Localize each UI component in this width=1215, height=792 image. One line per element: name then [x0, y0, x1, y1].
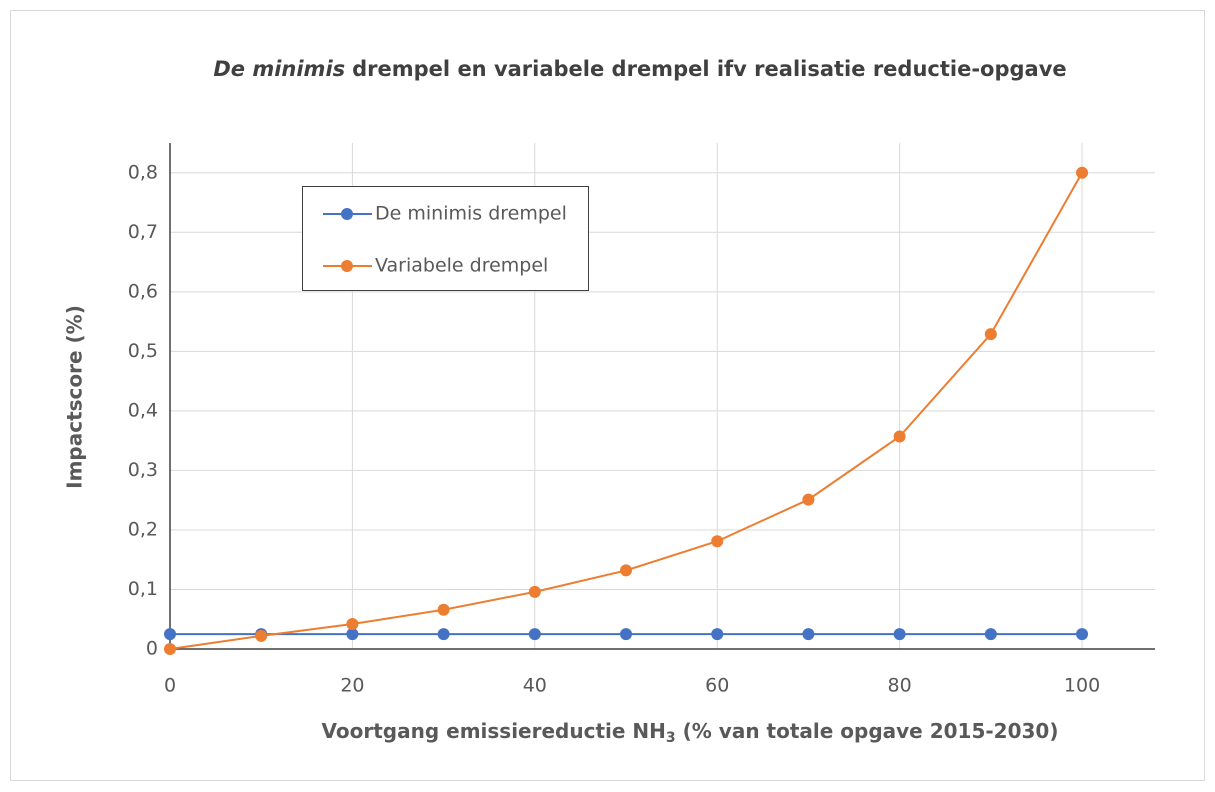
data-point — [255, 629, 268, 642]
data-point — [984, 328, 997, 341]
data-point — [711, 628, 724, 641]
data-point — [528, 585, 541, 598]
x-axis-title-main: Voortgang emissiereductie NH — [322, 719, 666, 743]
title-rest: drempel en variabele drempel ifv realisa… — [352, 57, 1067, 81]
data-point — [346, 628, 359, 641]
data-point — [437, 603, 450, 616]
data-point — [164, 643, 176, 655]
data-point — [346, 617, 359, 630]
data-point — [802, 628, 815, 641]
legend-marker — [341, 208, 353, 220]
y-tick-label: 0 — [146, 638, 158, 660]
y-tick-label: 0,4 — [128, 399, 158, 421]
y-tick-label: 0,5 — [128, 340, 158, 362]
x-axis-title-rest: (% van totale opgave 2015-2030) — [683, 719, 1059, 743]
data-point — [528, 628, 541, 641]
data-point — [164, 628, 176, 641]
y-tick-label: 0,2 — [128, 518, 158, 540]
data-point — [984, 628, 997, 641]
x-tick-label: 60 — [705, 675, 729, 697]
legend-marker — [341, 260, 353, 272]
y-tick-label: 0,6 — [128, 280, 158, 302]
x-tick-label: 40 — [523, 675, 547, 697]
x-axis-title-sub: 3 — [666, 730, 676, 746]
y-axis-title: Impactscore (%) — [63, 305, 87, 489]
x-tick-label: 0 — [164, 675, 176, 697]
chart-frame — [10, 10, 1205, 781]
data-point — [620, 628, 633, 641]
data-point — [620, 564, 633, 577]
x-axis-title: Voortgang emissiereductie NH3 (% van tota… — [322, 719, 1059, 747]
y-tick-label: 0,1 — [128, 578, 158, 600]
x-tick-label: 100 — [1064, 675, 1100, 697]
chart-title: De minimis drempel en variabele drempel i… — [213, 57, 1066, 81]
legend-box — [302, 186, 589, 291]
legend-label: Variabele drempel — [375, 255, 548, 277]
data-point — [711, 535, 724, 548]
data-point — [893, 430, 906, 443]
x-tick-label: 20 — [340, 675, 364, 697]
data-point — [802, 493, 815, 506]
legend-label: De minimis drempel — [375, 203, 567, 225]
data-point — [1076, 166, 1089, 179]
data-point — [1076, 628, 1089, 641]
y-tick-label: 0,3 — [128, 459, 158, 481]
legend: De minimis drempel Variabele drempel — [302, 186, 589, 291]
y-tick-label: 0,7 — [128, 221, 158, 243]
y-tick-label: 0,8 — [128, 161, 158, 183]
x-tick-label: 80 — [888, 675, 912, 697]
data-point — [437, 628, 450, 641]
title-italic: De minimis — [213, 57, 345, 81]
data-point — [893, 628, 906, 641]
